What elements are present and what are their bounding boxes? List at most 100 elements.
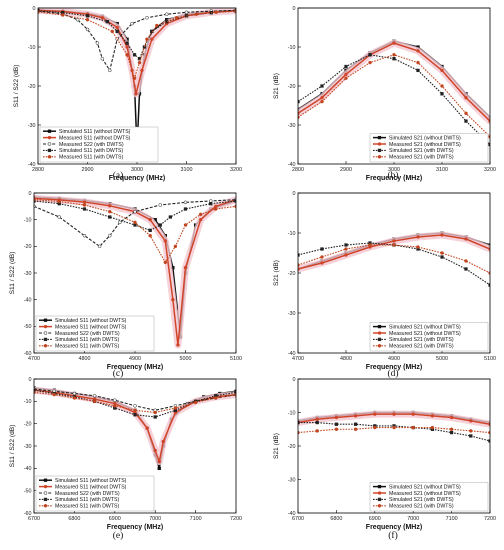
panel-label: (c) [113, 368, 124, 379]
legend-box [369, 133, 489, 163]
plot-area [34, 386, 236, 470]
series-point-2 [125, 45, 129, 49]
series-line-5 [34, 391, 236, 414]
legend-marker [47, 129, 52, 133]
series-point-4 [464, 259, 468, 263]
series-point-5 [173, 406, 178, 410]
y-tick-label: -40 [288, 162, 296, 168]
series-point-4 [209, 202, 213, 206]
legend-marker [377, 324, 382, 329]
chart-panel-f: 6700 6800 6900 7000 7100 7200 0 -10 -20 -30 -40 Fre… [273, 377, 496, 541]
legend-label: Measured S22 (with DWTS) [55, 491, 120, 497]
series-point-4 [344, 247, 348, 251]
series-point-4 [108, 215, 112, 219]
series-point-3 [108, 68, 112, 73]
legend-marker [377, 497, 382, 502]
x-tick-label: 7200 [230, 516, 242, 522]
series-point-2 [430, 414, 435, 418]
series-point-5 [125, 53, 129, 57]
series-point-5 [137, 60, 142, 65]
y-tick-label: -20 [288, 84, 296, 90]
series-point-5 [72, 396, 77, 400]
series-point-5 [52, 392, 56, 397]
series-point-2 [416, 49, 420, 53]
x-tick-label: 2900 [340, 167, 352, 173]
series-point-5 [173, 244, 178, 249]
x-tick-label: 2800 [32, 167, 44, 173]
legend-marker [43, 344, 48, 348]
panel-label: (e) [113, 530, 124, 541]
series-point-2 [440, 233, 444, 237]
chart-panel-d: 4700 4800 4900 5000 5100 0 -10 -20 -30 -40 Frequen… [273, 191, 496, 379]
series-point-4 [430, 425, 435, 430]
legend-marker [43, 497, 48, 502]
legend-label: Simulated S11 (with DWTS) [55, 337, 119, 343]
series-point-3 [320, 84, 324, 88]
legend-marker [43, 484, 48, 489]
series-point-4 [368, 243, 372, 247]
y-axis-label: S11 / S22 (dB) [9, 252, 16, 295]
series-point-2 [469, 419, 473, 423]
series-point-3 [416, 68, 420, 73]
series-point-5 [155, 23, 159, 28]
legend-marker [377, 148, 382, 153]
y-tick-label: -30 [24, 271, 32, 277]
x-tick-label: 6900 [109, 516, 121, 522]
series-point-3 [464, 119, 468, 123]
legend-marker [47, 142, 52, 146]
series-point-2 [148, 217, 152, 222]
series-point-5 [174, 16, 179, 20]
legend-marker [43, 478, 48, 482]
series-point-3 [469, 434, 473, 438]
series-point-2 [150, 37, 154, 41]
series-point-3 [184, 10, 189, 15]
plot-frame [297, 7, 491, 165]
series-point-3 [118, 220, 122, 225]
legend-label: Measured S21 (without DWTS) [389, 142, 461, 148]
series-point-4 [416, 60, 420, 65]
panel-label: (a) [113, 170, 124, 181]
series-point-2 [320, 261, 324, 265]
y-tick-label: -10 [24, 399, 32, 405]
y-tick-label: -10 [24, 217, 32, 223]
x-tick-label: 7100 [446, 516, 458, 522]
legend-marker [377, 135, 382, 140]
x-tick-label: 3000 [388, 167, 400, 173]
y-tick-label: -10 [288, 45, 296, 51]
series-point-2 [320, 95, 324, 100]
legend-box [369, 322, 489, 352]
legend-label: Simulated S21 (without DWTS) [389, 324, 461, 330]
series-point-3 [320, 247, 324, 251]
series-point-3 [133, 209, 137, 214]
series-point-4 [449, 427, 454, 431]
legend-label: Measured S11 (with DWTS) [55, 344, 119, 350]
x-tick-label: 6800 [330, 516, 342, 522]
y-tick-label: 0 [33, 6, 36, 12]
legend-label: Simulated S21 (without DWTS) [389, 135, 461, 141]
y-tick-label: -40 [288, 351, 296, 357]
legend: Simulated S11 (without DWTS)Measured S11… [35, 315, 155, 352]
legend-marker [47, 148, 52, 153]
series-point-3 [95, 41, 100, 45]
series-point-4 [158, 223, 162, 227]
series-point-4 [334, 427, 339, 431]
series-point-4 [392, 425, 396, 430]
series-line-5 [34, 199, 236, 263]
series-point-5 [183, 223, 188, 227]
series-point-2 [153, 448, 157, 453]
series-line-2 [38, 9, 236, 95]
series-point-3 [85, 27, 90, 32]
legend: Simulated S21 (without DWTS)Measured S21… [369, 133, 489, 163]
series-point-2 [108, 204, 112, 208]
series-point-4 [148, 228, 152, 232]
series-point-1 [157, 466, 161, 470]
series-point-4 [115, 29, 119, 34]
legend-label: Simulated S21 (without DWTS) [389, 484, 461, 490]
y-tick-label: -30 [288, 311, 296, 317]
plot-frame [33, 378, 237, 514]
series-point-4 [234, 199, 236, 203]
series-point-5 [92, 399, 97, 404]
series-point-3 [392, 57, 396, 61]
series-point-4 [353, 427, 358, 431]
